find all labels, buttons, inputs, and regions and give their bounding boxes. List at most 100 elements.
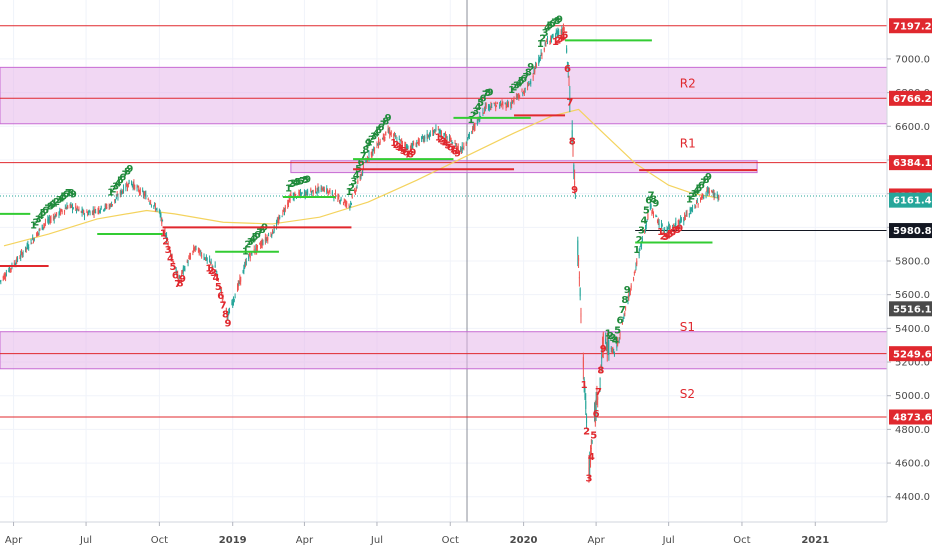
sequential-count: 1: [205, 263, 212, 274]
candle-body: [27, 244, 29, 249]
candle-body: [484, 106, 486, 111]
sequential-count: 8: [259, 225, 266, 236]
sequential-count: 9: [487, 88, 494, 99]
level-badge-text: 5249.6: [893, 349, 932, 360]
candle-body: [92, 210, 94, 212]
price-tick-label: 4600.0: [895, 459, 930, 470]
level-badge-text: 6384.1: [893, 158, 932, 169]
candle-body: [477, 118, 479, 120]
sequential-count: 8: [554, 16, 561, 27]
candle-body: [155, 208, 157, 210]
sequential-count: 5: [444, 141, 451, 152]
candle-body: [25, 247, 27, 249]
candle-body: [679, 221, 681, 225]
sequential-count: 6: [669, 228, 676, 239]
candle-body: [540, 52, 542, 54]
candle-body: [159, 213, 161, 215]
candles: [0, 23, 720, 483]
candle-body: [384, 136, 386, 138]
candle-body: [262, 242, 264, 245]
candle-body: [527, 85, 529, 87]
sequential-count: 7: [482, 89, 489, 100]
candle-body: [702, 197, 704, 199]
sequential-count: 6: [698, 180, 705, 191]
candle-body: [138, 191, 140, 193]
candle-body: [22, 253, 24, 255]
sequential-count: 5: [400, 146, 407, 157]
sequential-count: 1: [346, 187, 353, 198]
candle-body: [356, 186, 358, 188]
candle-body: [677, 220, 679, 222]
candle-body: [439, 129, 441, 134]
candle-body: [473, 125, 475, 129]
candle-body: [434, 132, 436, 134]
candle-body: [70, 203, 72, 205]
candle-body: [318, 189, 320, 193]
candle-body: [491, 107, 493, 109]
candle-body: [104, 205, 106, 209]
candle-body: [696, 201, 698, 205]
candle-body: [712, 191, 714, 196]
candle-body: [467, 137, 469, 140]
candle-body: [393, 134, 395, 136]
sequential-count: 5: [546, 21, 553, 32]
candle-body: [429, 134, 431, 137]
sequential-count: 9: [365, 138, 372, 149]
candle-body: [88, 211, 90, 213]
candle-body: [566, 48, 568, 53]
candle-body: [669, 225, 671, 227]
candle-body: [42, 227, 44, 229]
candle-body: [217, 274, 219, 277]
candle-body: [495, 105, 497, 107]
candle-body: [166, 235, 168, 240]
sequential-count: 4: [612, 336, 619, 347]
candle-body: [651, 211, 653, 213]
candle-body: [19, 258, 21, 260]
candle-body: [472, 126, 474, 128]
sequential-count: 7: [256, 227, 263, 238]
candle-body: [119, 191, 121, 195]
candle-body: [522, 92, 524, 94]
candle-body: [142, 190, 144, 192]
candle-body: [418, 139, 420, 145]
candle-body: [323, 190, 325, 192]
sequential-count: 7: [122, 170, 129, 181]
candle-body: [301, 192, 303, 194]
candle-body: [405, 144, 407, 148]
candle-body: [287, 201, 289, 204]
candle-body: [554, 35, 556, 37]
candle-body: [394, 135, 396, 137]
candle-body: [33, 238, 35, 241]
candle-body: [602, 333, 604, 349]
candle-body: [149, 202, 151, 204]
candle-body: [170, 250, 172, 255]
candle-body: [543, 47, 545, 51]
candle-body: [331, 191, 333, 196]
candle-body: [58, 212, 60, 216]
sequential-count: 1: [581, 380, 588, 391]
candle-body: [538, 58, 540, 64]
candle-body: [410, 144, 412, 150]
candle-body: [718, 195, 720, 198]
sequential-count: 9: [385, 113, 392, 124]
candle-body: [28, 247, 30, 249]
candle-body: [349, 206, 351, 208]
candle-body: [494, 104, 496, 107]
candle-body: [573, 164, 575, 172]
sequential-count: 9: [556, 14, 563, 25]
candle-body: [47, 218, 49, 222]
candle-body: [65, 208, 67, 210]
candle-body: [688, 213, 690, 215]
candle-body: [668, 226, 670, 230]
candle-body: [471, 131, 473, 133]
candle-body: [586, 415, 588, 423]
candle-body: [488, 106, 490, 109]
candle-body: [634, 269, 636, 272]
candle-body: [116, 194, 118, 196]
candle-body: [635, 266, 637, 269]
candle-body: [629, 291, 631, 293]
candle-body: [9, 268, 11, 270]
sequential-count: 4: [58, 193, 65, 204]
candle-body: [443, 136, 445, 138]
sequential-count: 3: [112, 181, 119, 192]
